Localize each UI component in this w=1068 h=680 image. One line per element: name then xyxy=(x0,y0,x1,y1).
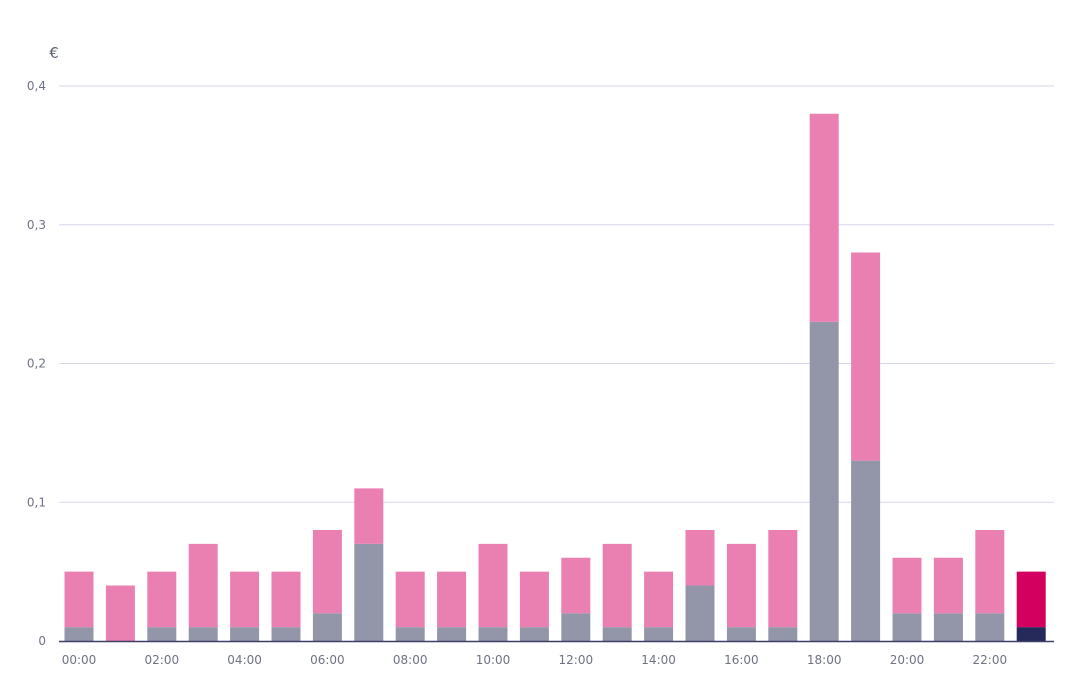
x-tick-label: 10:00 xyxy=(476,653,511,667)
y-tick-label: 0,2 xyxy=(27,357,46,371)
bar-segment-top xyxy=(561,557,591,614)
bar-segment-base xyxy=(561,613,591,641)
bar-segment-top-highlighted xyxy=(1016,571,1046,628)
bar-segment-top xyxy=(519,571,549,628)
bar-segment-base xyxy=(602,627,632,641)
bar-segment-base-highlighted xyxy=(1016,627,1046,641)
x-tick-label: 16:00 xyxy=(724,653,759,667)
bar-segment-top xyxy=(354,488,384,544)
bar-segment-top xyxy=(726,543,756,628)
x-tick-label: 08:00 xyxy=(393,653,428,667)
bar-segment-top xyxy=(644,571,674,628)
bar-segment-top xyxy=(809,113,839,322)
bar-segment-base xyxy=(892,613,922,641)
bar-segment-base xyxy=(975,613,1005,641)
x-tick-label: 20:00 xyxy=(890,653,925,667)
bar-segment-top xyxy=(147,571,177,628)
bar-segment-base xyxy=(64,627,94,641)
bars xyxy=(64,113,1046,641)
x-tick-label: 02:00 xyxy=(145,653,180,667)
bar-segment-base xyxy=(478,627,508,641)
bar-segment-base xyxy=(685,585,715,641)
bar-segment-top xyxy=(271,571,301,628)
bar-segment-base xyxy=(271,627,301,641)
bar-segment-base xyxy=(644,627,674,641)
bar-segment-top xyxy=(395,571,425,628)
x-tick-label: 22:00 xyxy=(973,653,1008,667)
bar-segment-top xyxy=(933,557,963,614)
bar-segment-top xyxy=(685,530,715,586)
bar-segment-base xyxy=(395,627,425,641)
bar-segment-base xyxy=(147,627,177,641)
bar-segment-base xyxy=(312,613,342,641)
bar-segment-top xyxy=(975,530,1005,614)
bar-segment-top xyxy=(230,571,260,628)
bar-segment-top xyxy=(478,543,508,628)
bar-segment-base xyxy=(809,321,839,641)
bar-segment-base xyxy=(519,627,549,641)
bar-segment-top xyxy=(892,557,922,614)
bar-segment-top xyxy=(602,543,632,628)
bar-segment-top xyxy=(851,252,881,461)
y-tick-label: 0,1 xyxy=(27,495,46,509)
bar-segment-base xyxy=(230,627,260,641)
y-tick-label: 0,3 xyxy=(27,218,46,232)
bar-segment-base xyxy=(851,460,881,641)
x-tick-label: 06:00 xyxy=(310,653,345,667)
x-tick-label: 12:00 xyxy=(559,653,594,667)
bar-segment-top xyxy=(105,585,135,641)
bar-segment-top xyxy=(312,530,342,614)
x-tick-label: 14:00 xyxy=(641,653,676,667)
bar-segment-base xyxy=(933,613,963,641)
y-axis-unit-label: € xyxy=(49,44,59,62)
y-tick-label: 0,4 xyxy=(27,79,46,93)
bar-segment-base xyxy=(726,627,756,641)
bar-segment-base xyxy=(768,627,798,641)
bar-segment-top xyxy=(437,571,467,628)
y-axis-ticks: 0 0,1 0,2 0,3 0,4 xyxy=(27,79,46,648)
bar-segment-top xyxy=(188,543,218,628)
x-tick-label: 00:00 xyxy=(62,653,97,667)
gridlines xyxy=(59,85,1054,503)
x-tick-label: 18:00 xyxy=(807,653,842,667)
bar-segment-base xyxy=(188,627,218,641)
bar-segment-top xyxy=(64,571,94,628)
x-axis-ticks: 00:00 02:00 04:00 06:00 08:00 10:00 12:00 14:00… xyxy=(62,653,1007,667)
bar-segment-base xyxy=(437,627,467,641)
x-tick-label: 04:00 xyxy=(227,653,262,667)
bar-segment-top xyxy=(768,530,798,628)
bar-segment-base xyxy=(354,543,384,641)
y-tick-label: 0 xyxy=(38,634,46,648)
